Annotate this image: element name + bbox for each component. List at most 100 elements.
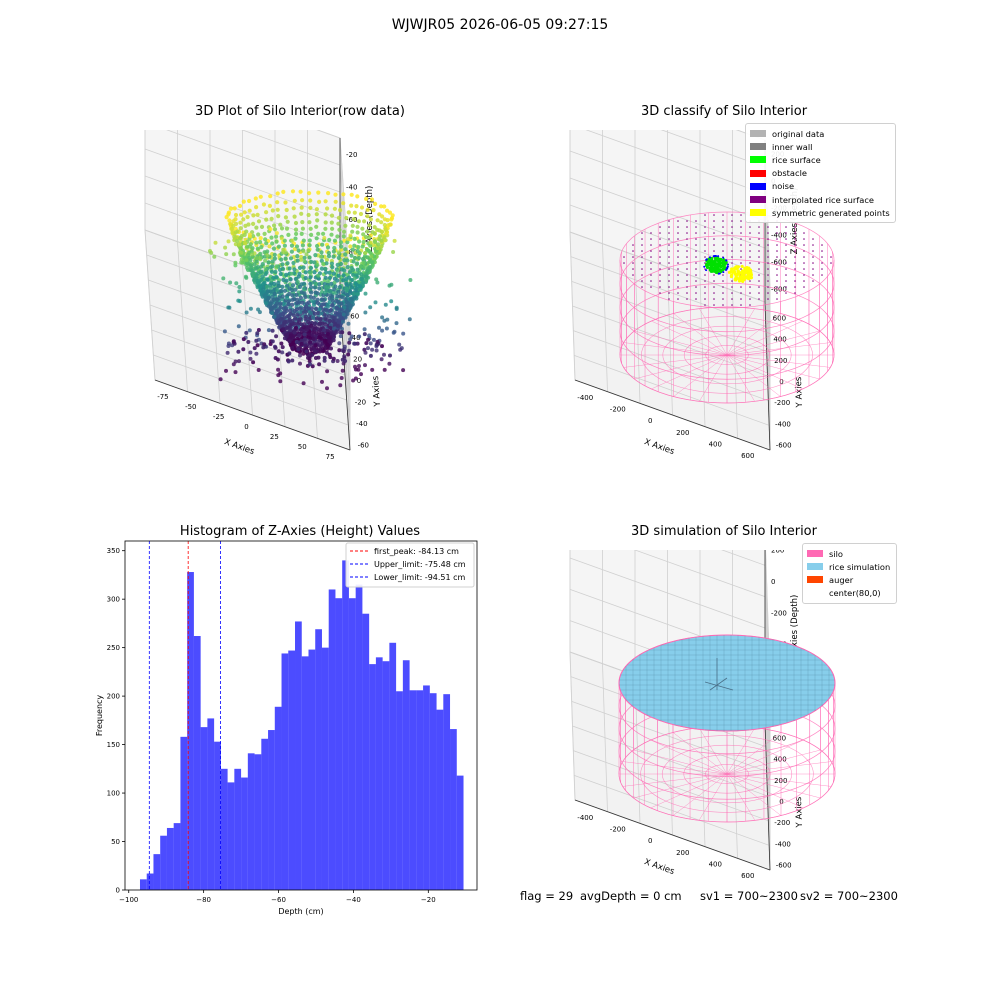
raw-point [327, 314, 332, 319]
raw-point [304, 349, 309, 354]
interpolated-point [659, 274, 661, 276]
legend-swatch [807, 550, 823, 558]
raw-point [260, 274, 265, 279]
raw-point [335, 262, 340, 267]
raw-point [303, 314, 308, 319]
raw-point [380, 214, 385, 219]
interpolated-point [767, 238, 769, 240]
raw-point [363, 363, 367, 368]
raw-point [237, 242, 242, 247]
raw-point [329, 346, 333, 351]
raw-point [303, 309, 308, 314]
raw-point [349, 253, 354, 258]
raw-point [263, 267, 268, 272]
interpolated-point [749, 256, 751, 258]
raw-point [327, 352, 332, 357]
raw-point [272, 314, 277, 319]
raw-point [218, 377, 223, 382]
raw-point [317, 307, 322, 312]
raw-point [366, 346, 370, 351]
raw-point [323, 275, 328, 280]
raw-point [302, 332, 307, 337]
histogram-bar [389, 642, 397, 890]
raw-point [340, 295, 345, 300]
raw-point [292, 267, 297, 272]
interpolated-point [749, 262, 751, 264]
interpolated-point [695, 274, 697, 276]
raw-point [276, 349, 281, 354]
interpolated-point [695, 268, 697, 270]
raw-point [265, 249, 270, 254]
interpolated-point [713, 226, 715, 228]
raw-point [324, 261, 329, 266]
raw-point [383, 302, 388, 307]
sim-floor-spoke [726, 732, 782, 775]
interpolated-point [632, 268, 634, 270]
noise-point [725, 267, 728, 270]
raw-y-axis-label: Y Axies [371, 375, 383, 408]
interpolated-point [785, 250, 787, 252]
raw-point [296, 274, 301, 279]
raw-point [299, 231, 304, 236]
raw-point [233, 217, 238, 222]
raw-point [302, 255, 307, 260]
sim-silo-wireframe [618, 634, 836, 823]
raw-point [294, 231, 299, 236]
raw-point [254, 351, 259, 356]
raw-point [303, 270, 308, 275]
interpolated-point [803, 262, 805, 264]
rice-surface-point [719, 257, 723, 262]
legend-swatch [750, 196, 766, 204]
raw-point [290, 238, 295, 243]
interpolated-point [767, 268, 769, 270]
raw-x-tick-label: -50 [185, 403, 196, 411]
raw-point [266, 260, 271, 265]
raw-point [347, 348, 352, 353]
interpolated-point [794, 292, 796, 294]
interpolated-point [704, 226, 706, 228]
interpolated-point [668, 298, 670, 300]
raw-point [302, 337, 307, 342]
sim-floor-spoke [622, 761, 728, 775]
raw-point [408, 278, 413, 282]
raw-point [269, 269, 274, 274]
raw-point [272, 223, 277, 228]
raw-point [287, 339, 292, 344]
interpolated-point [803, 256, 805, 258]
symmetric-point [738, 277, 742, 281]
raw-point [336, 273, 341, 278]
interpolated-point [794, 274, 796, 276]
raw-point [368, 243, 373, 248]
interpolated-point [740, 220, 742, 222]
classify-x-axis-label: X Axies [643, 437, 676, 457]
raw-point [301, 381, 306, 386]
raw-point [371, 337, 376, 342]
raw-point [286, 232, 291, 237]
raw-point [250, 252, 254, 257]
raw-point [221, 276, 226, 281]
raw-point [304, 327, 309, 332]
raw-point [389, 299, 394, 304]
raw-point [336, 215, 341, 220]
sim-z-tick-label: 200 [771, 550, 784, 555]
interpolated-point [677, 232, 679, 234]
raw-x-tick-label: -25 [213, 413, 224, 421]
noise-point [708, 256, 711, 259]
interpolated-point [668, 286, 670, 288]
interpolated-point [812, 256, 814, 258]
legend-item-silo: silo [807, 547, 892, 560]
sim-y-axis-label: Y Axies [794, 796, 805, 829]
raw-point [281, 327, 285, 332]
symmetric-point [727, 270, 732, 274]
raw-point [332, 315, 337, 320]
interpolated-point [695, 286, 697, 288]
raw-point [337, 227, 342, 232]
raw-point [359, 277, 365, 282]
raw-point [256, 328, 261, 332]
interpolated-point [677, 286, 679, 288]
histogram-bar [456, 775, 464, 890]
raw-point [339, 301, 344, 306]
raw-point [352, 210, 357, 215]
raw-point [300, 243, 305, 248]
interpolated-point [803, 280, 805, 282]
